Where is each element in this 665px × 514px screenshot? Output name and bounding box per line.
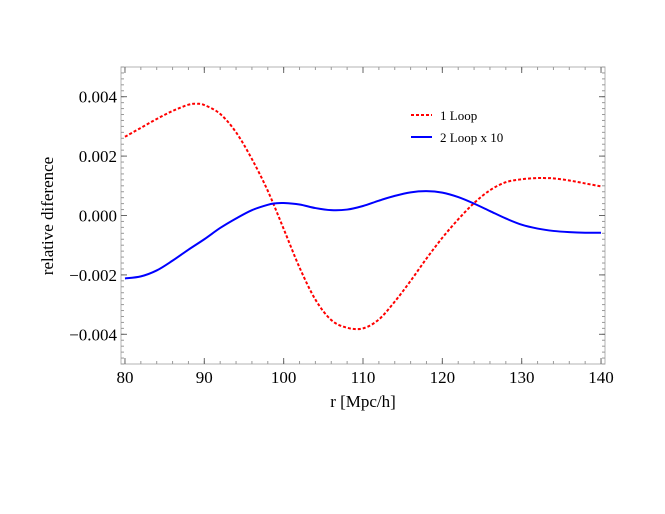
y-tick-label: −0.004 (69, 325, 117, 344)
x-tick-label: 130 (509, 368, 535, 387)
series-line-2-loop-x-10 (124, 190, 602, 280)
y-tick-labels: 0.004 0.002 0.000 −0.002 −0.004 (69, 88, 117, 345)
x-tick-label: 120 (430, 368, 456, 387)
x-tick-labels: 80 90 100 110 120 130 140 (116, 368, 613, 387)
x-tick-label: 100 (271, 368, 297, 387)
series-line-1-loop (124, 102, 602, 331)
minor-ticks (121, 66, 605, 365)
x-tick-label: 140 (588, 368, 614, 387)
legend-label-2-loop: 2 Loop x 10 (440, 130, 503, 145)
plot-frame (120, 66, 606, 365)
legend: 1 Loop 2 Loop x 10 (411, 108, 503, 145)
legend-label-1-loop: 1 Loop (440, 108, 477, 123)
x-axis-title: r [Mpc/h] (330, 392, 396, 411)
y-tick-label: 0.002 (79, 147, 117, 166)
x-tick-label: 80 (116, 368, 133, 387)
x-tick-label: 90 (196, 368, 213, 387)
y-axis-title: relative diference (38, 157, 57, 275)
major-ticks (121, 67, 605, 364)
x-tick-label: 110 (351, 368, 376, 387)
y-tick-label: 0.004 (79, 88, 118, 107)
y-tick-label: −0.002 (69, 266, 117, 285)
y-tick-label: 0.000 (79, 207, 117, 226)
series-layer (124, 102, 602, 331)
